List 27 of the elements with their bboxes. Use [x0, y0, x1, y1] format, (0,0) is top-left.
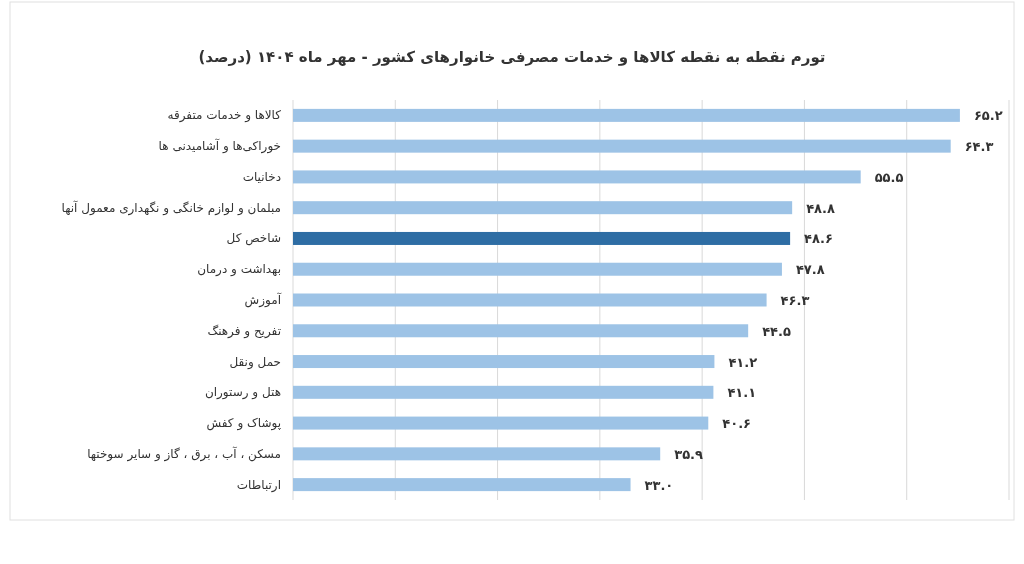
- y-tick-label: تفریح و فرهنگ: [207, 323, 281, 339]
- data-label: ۴۷.۸: [795, 262, 825, 278]
- y-tick-label: دخانیات: [242, 169, 281, 184]
- data-label: ۴۸.۶: [804, 231, 833, 247]
- data-label: ۴۴.۵: [762, 323, 791, 339]
- data-label: ۴۱.۱: [727, 385, 757, 401]
- data-label: ۶۴.۳: [964, 139, 994, 155]
- data-label: ۳۵.۹: [674, 446, 704, 462]
- data-label: ۴۰.۶: [722, 416, 752, 432]
- y-tick-label: ارتباطات: [236, 477, 281, 493]
- data-label: ۶۵.۲: [973, 108, 1003, 124]
- y-tick-label: کالاها و خدمات متفرقه: [167, 108, 282, 124]
- y-tick-label: پوشاک و کفش: [206, 416, 281, 432]
- y-tick-label: مسکن ، آب ، برق ، گاز و سایر سوختها: [87, 445, 281, 462]
- chart-title: تورم نقطه به نقطه کالاها و خدمات مصرفی خانوارهای کشور - مهر ماه ۱۴۰۴ (درصد): [198, 48, 826, 66]
- data-label: ۳۳.۰: [644, 477, 674, 493]
- y-tick-label: هتل و رستوران: [204, 385, 281, 401]
- data-label: ۴۱.۲: [728, 354, 758, 370]
- y-tick-label: خوراکی‌ها و آشامیدنی ها: [158, 138, 281, 155]
- data-label: ۴۶.۳: [780, 293, 810, 308]
- y-tick-label: مبلمان و لوازم خانگی و نگهداری معمول آنها: [61, 199, 281, 216]
- y-tick-label: بهداشت و درمان: [197, 262, 281, 278]
- y-tick-label: آموزش: [244, 292, 282, 308]
- data-label: ۵۵.۵: [874, 169, 904, 185]
- data-label: ۴۸.۸: [806, 200, 835, 216]
- y-tick-label: شاخص کل: [226, 231, 281, 247]
- y-tick-label: حمل ونقل: [229, 354, 281, 370]
